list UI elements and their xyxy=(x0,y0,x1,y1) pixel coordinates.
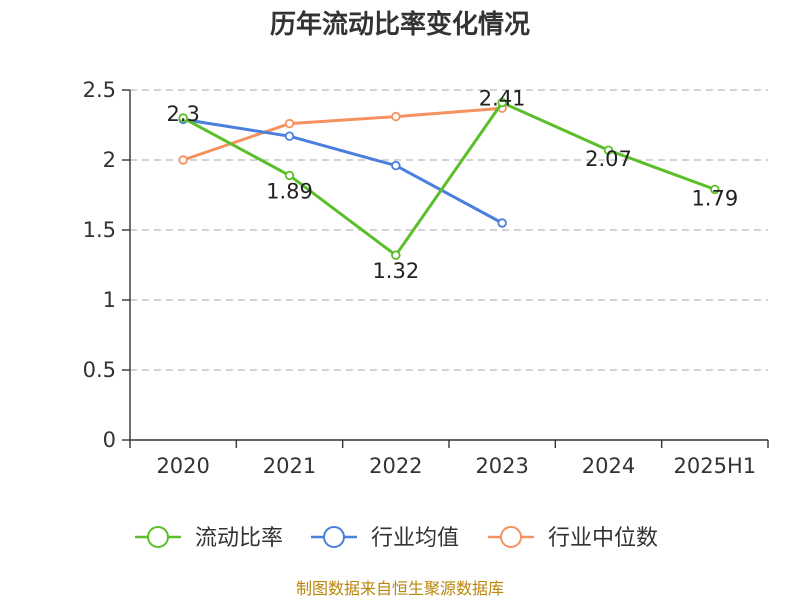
legend-label: 流动比率 xyxy=(195,526,283,551)
legend-marker xyxy=(323,526,345,548)
series-industry-mean xyxy=(178,114,507,228)
data-point xyxy=(391,250,401,260)
source-note: 制图数据来自恒生聚源数据库 xyxy=(296,579,504,598)
x-tick-label: 2021 xyxy=(263,454,316,478)
legend-item: 流动比率 xyxy=(135,526,283,551)
data-point xyxy=(391,111,401,122)
data-point xyxy=(178,155,188,165)
data-point xyxy=(284,118,295,129)
x-tick-label: 2022 xyxy=(369,454,422,478)
data-point xyxy=(497,97,507,108)
series-industry-median xyxy=(178,103,507,165)
series-layer xyxy=(178,97,720,260)
legend-item: 行业均值 xyxy=(311,526,459,551)
series-line xyxy=(182,106,503,162)
series-current-ratio xyxy=(178,97,720,260)
data-point xyxy=(284,170,295,181)
axes: 0 0.5 1 1.5 2 2.5 2020 2021 2022 2023 2024 2025H1 xyxy=(83,78,769,478)
data-label: 2.07 xyxy=(585,147,632,171)
data-point xyxy=(284,131,295,141)
legend-label: 行业中位数 xyxy=(548,526,658,551)
data-label: 1.89 xyxy=(266,179,313,203)
data-point xyxy=(710,184,720,195)
legend: 流动比率 行业均值 行业中位数 xyxy=(135,526,658,551)
x-tick-label: 2020 xyxy=(156,454,209,478)
legend-marker xyxy=(500,526,522,548)
legend-label: 行业均值 xyxy=(371,526,459,551)
chart-title: 历年流动比率变化情况 xyxy=(270,9,530,40)
legend-marker xyxy=(147,526,169,548)
x-tick-label: 2025H1 xyxy=(674,454,757,478)
data-point xyxy=(178,113,188,123)
grid xyxy=(130,89,768,371)
x-tick-label: 2024 xyxy=(582,454,635,478)
y-tick-label: 0.5 xyxy=(83,358,116,382)
x-tick-label: 2023 xyxy=(475,454,528,478)
legend-item: 行业中位数 xyxy=(488,526,658,551)
y-tick-label: 1.5 xyxy=(83,218,116,242)
data-label: 2.3 xyxy=(166,102,199,126)
data-label: 1.79 xyxy=(691,186,738,210)
data-labels: 2.3 1.89 1.32 2.41 2.07 1.79 xyxy=(166,87,738,284)
data-point xyxy=(391,160,401,171)
series-line xyxy=(182,101,716,257)
y-tick-label: 2 xyxy=(103,148,116,172)
data-label: 2.41 xyxy=(479,87,526,111)
y-tick-label: 1 xyxy=(103,288,116,312)
data-point xyxy=(603,145,614,155)
data-point xyxy=(497,218,507,228)
series-line xyxy=(182,117,503,225)
y-tick-label: 0 xyxy=(103,428,116,452)
y-tick-label: 2.5 xyxy=(83,78,116,102)
data-label: 1.32 xyxy=(372,259,419,283)
